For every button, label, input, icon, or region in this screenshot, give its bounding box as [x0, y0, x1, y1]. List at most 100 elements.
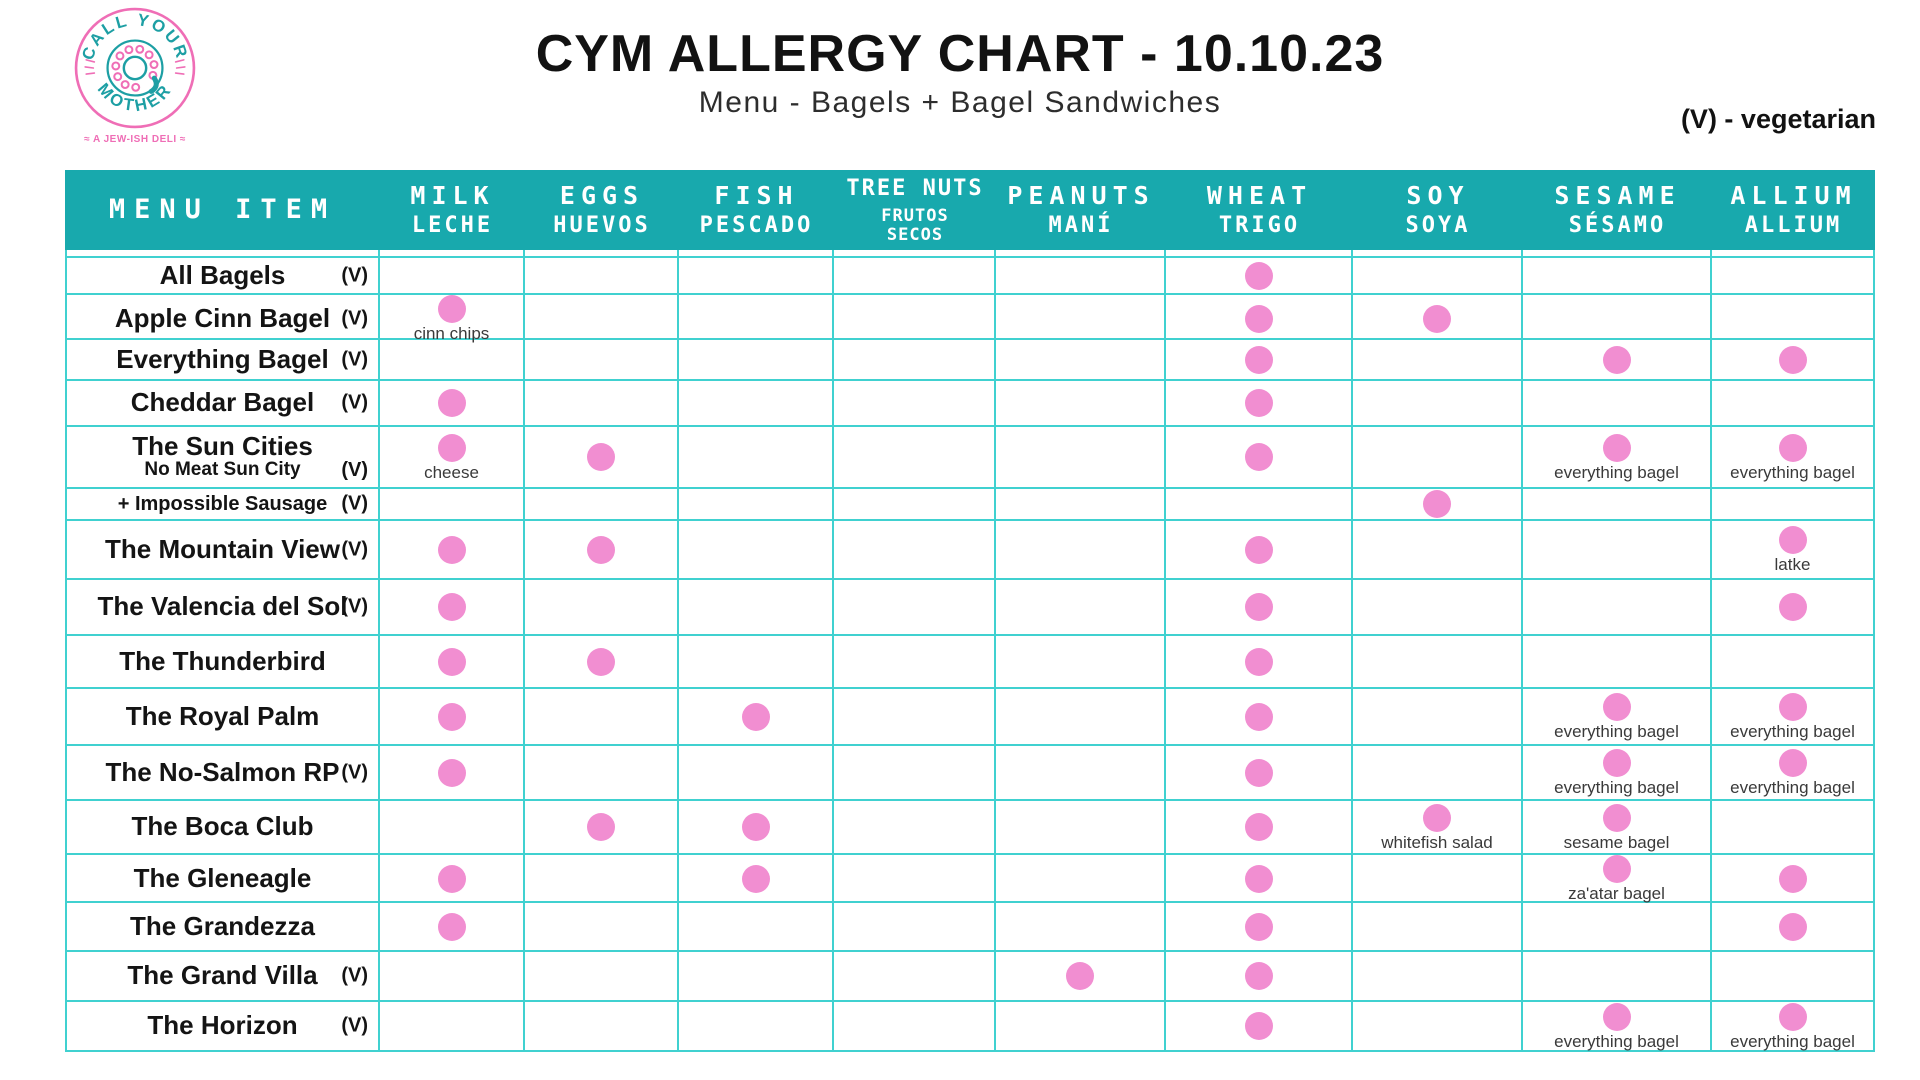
cell-tree_nuts [834, 340, 996, 379]
menu-item-name: + Impossible Sausage [117, 492, 328, 515]
cell-sesame: everything bagel [1523, 746, 1712, 799]
allergen-dot [437, 702, 466, 731]
allergen-dot [1244, 304, 1273, 333]
cell-allium: everything bagel [1712, 427, 1875, 487]
allergen-note: whitefish salad [1381, 832, 1493, 852]
cell-fish [679, 952, 834, 1000]
cell-allium [1712, 489, 1875, 519]
column-header-en: MILK [410, 181, 495, 210]
column-header-es: PESCADO [699, 213, 814, 238]
cell-eggs [525, 903, 679, 950]
column-header-es: SÉSAMO [1568, 213, 1667, 238]
menu-item-cell: Everything Bagel (V) [65, 340, 380, 379]
allergen-dot [1778, 693, 1807, 721]
cell-wheat [1166, 381, 1353, 425]
cell-tree_nuts [834, 1002, 996, 1050]
menu-item-name: The Valencia del Sol [97, 591, 348, 622]
veg-marker: (V) [341, 348, 368, 370]
table-row: The Horizon (V) everything bagel everything… [65, 1002, 1875, 1052]
logo-tagline: ≈ A JEW-ISH DELI ≈ [84, 134, 186, 145]
cell-peanuts [996, 952, 1166, 1000]
allergen-dot [437, 389, 466, 417]
allergen-note: everything bagel [1554, 722, 1679, 741]
allergen-dot [1244, 647, 1273, 676]
column-header-en: PEANUTS [1007, 181, 1155, 210]
allergen-note: everything bagel [1554, 778, 1679, 797]
cell-wheat [1166, 903, 1353, 950]
menu-item-cell: Apple Cinn Bagel (V) [65, 295, 380, 342]
allergen-dot [1423, 803, 1451, 832]
cell-eggs [525, 381, 679, 425]
cell-fish [679, 636, 834, 687]
cell-allium [1712, 855, 1875, 902]
column-header-es: HUEVOS [553, 213, 651, 238]
column-header-es: SOYA [1405, 213, 1471, 238]
cell-soy [1353, 521, 1523, 578]
cell-milk [380, 801, 525, 853]
logo-tick-marks [84, 59, 186, 75]
spacer-cell [380, 250, 525, 256]
spacer-cell [834, 250, 996, 256]
menu-item-cell: The Grand Villa (V) [65, 952, 380, 1000]
cell-peanuts [996, 801, 1166, 853]
allergen-dot [1778, 593, 1807, 621]
allergen-dot [587, 535, 615, 564]
allergen-dot [1778, 912, 1807, 941]
allergen-dot [741, 702, 770, 731]
cell-eggs [525, 427, 679, 487]
veg-marker: (V) [341, 391, 368, 414]
cell-fish [679, 801, 834, 853]
allergy-table: MENU ITEM MILK LECHE EGGS HUEVOS FISH PESCADO T… [65, 170, 1875, 1052]
allergen-dot [1244, 1012, 1273, 1040]
cell-sesame [1523, 489, 1712, 519]
cell-peanuts [996, 521, 1166, 578]
table-row: The Valencia del Sol (V) [65, 580, 1875, 636]
cell-eggs [525, 689, 679, 744]
spacer-cell [65, 250, 380, 256]
cell-sesame [1523, 340, 1712, 379]
cell-allium: everything bagel [1712, 689, 1875, 744]
allergen-note: everything bagel [1730, 722, 1855, 741]
cell-milk [380, 381, 525, 425]
allergen-dot [741, 813, 770, 841]
cell-eggs [525, 258, 679, 293]
cell-wheat [1166, 489, 1353, 519]
cell-soy [1353, 295, 1523, 342]
allergen-dot [1778, 749, 1807, 777]
cell-wheat [1166, 1002, 1353, 1050]
menu-item-cell: The Thunderbird [65, 636, 380, 687]
allergen-dot [587, 443, 615, 471]
allergen-dot [741, 864, 770, 893]
table-row: The Grand Villa (V) [65, 952, 1875, 1002]
menu-item-name: The Mountain View [105, 533, 340, 564]
allergen-dot [1066, 962, 1094, 990]
allergen-dot [1244, 912, 1273, 941]
menu-item-name: The Sun Cities [132, 430, 313, 461]
cell-eggs [525, 340, 679, 379]
cell-tree_nuts [834, 903, 996, 950]
cell-soy [1353, 489, 1523, 519]
cell-peanuts [996, 580, 1166, 634]
allergen-dot [1778, 1002, 1807, 1031]
cell-peanuts [996, 295, 1166, 342]
allergen-dot [1244, 758, 1273, 787]
cell-milk [380, 855, 525, 902]
menu-item-name: All Bagels [159, 259, 286, 290]
veg-marker: (V) [341, 964, 368, 987]
cell-peanuts [996, 381, 1166, 425]
table-row: All Bagels (V) [65, 258, 1875, 295]
menu-item-name: The Gleneagle [133, 862, 312, 893]
cell-tree_nuts [834, 855, 996, 902]
cell-milk [380, 903, 525, 950]
spacer-cell [525, 250, 679, 256]
allergen-dot [1602, 803, 1631, 832]
column-header-sesame: SESAME SÉSAMO [1523, 170, 1712, 250]
cell-peanuts [996, 1002, 1166, 1050]
menu-item-name: The Royal Palm [125, 700, 320, 731]
allergen-dot [1602, 693, 1631, 721]
column-header-en: WHEAT [1206, 181, 1313, 210]
cell-soy [1353, 636, 1523, 687]
allergen-dot [1602, 433, 1631, 462]
cell-peanuts [996, 258, 1166, 293]
table-row: The Gleneagle za'atar bagel [65, 855, 1875, 903]
